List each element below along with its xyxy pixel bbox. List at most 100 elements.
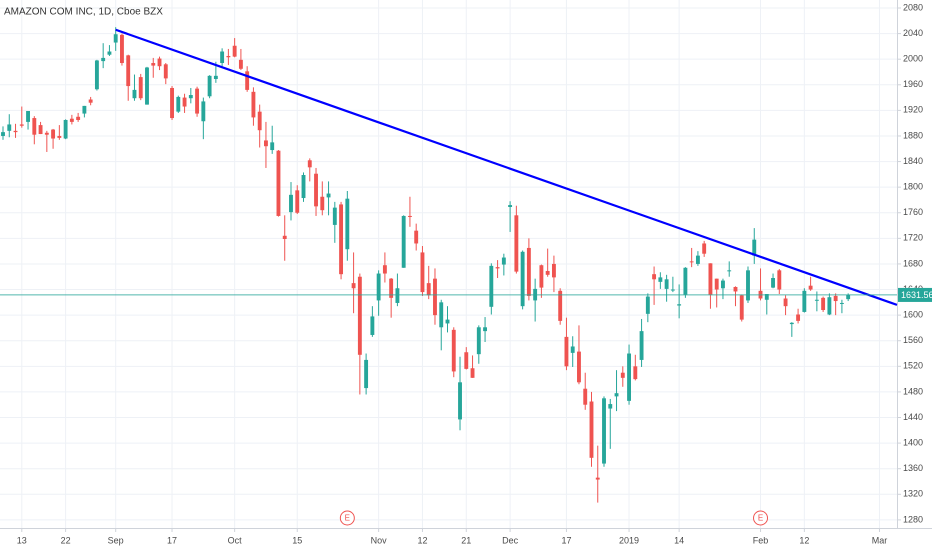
x-tick-label: 2019 [619, 535, 639, 545]
candle-body [539, 265, 544, 288]
candle-body [63, 119, 68, 139]
x-tick-label: Sep [108, 535, 124, 545]
y-tick-label: 1480 [903, 386, 923, 396]
candle-body [132, 89, 137, 99]
x-tick-label: Nov [371, 535, 388, 545]
candle-body [764, 294, 769, 300]
candle-body [307, 160, 312, 168]
x-tick-label: 17 [561, 535, 571, 545]
candle-body [220, 51, 225, 64]
y-tick-label: 1440 [903, 412, 923, 422]
candle-body [614, 393, 619, 397]
candle-body [451, 329, 456, 372]
candle-body [639, 331, 644, 360]
y-tick-label: 1600 [903, 310, 923, 320]
candle-body [170, 87, 174, 119]
y-tick-label: 1840 [903, 156, 923, 166]
candle-body [82, 105, 87, 114]
candle-body [808, 285, 813, 290]
event-marker [753, 510, 769, 526]
candle-body [627, 353, 631, 401]
candle-body [32, 118, 37, 135]
candle-body [364, 359, 369, 389]
candle-body [257, 111, 262, 131]
candle-body [564, 336, 569, 367]
y-tick-label: 1360 [903, 463, 923, 473]
candle-body [771, 278, 775, 288]
candle-body [414, 230, 419, 244]
candle-body [389, 278, 394, 298]
candle-body [213, 75, 218, 80]
candle-body [51, 129, 56, 139]
chart-title: AMAZON COM INC, 1D, Cboe BZX [4, 7, 163, 18]
candle-body [721, 280, 725, 289]
candle-body [7, 124, 12, 131]
candle-body [282, 235, 287, 239]
candle-body [433, 278, 437, 316]
x-tick-label: 17 [167, 535, 177, 545]
candle-body [270, 142, 275, 151]
candle-body [232, 45, 237, 57]
x-tick-label: Mar [872, 535, 888, 545]
candle-body [113, 34, 118, 43]
y-tick-label: 1680 [903, 258, 923, 268]
candle-body [138, 77, 143, 99]
candle-body [339, 204, 344, 275]
y-tick-label: 1280 [903, 514, 923, 524]
x-tick-label: 12 [799, 535, 809, 545]
candle-body [664, 279, 669, 289]
y-tick-label: 1960 [903, 79, 923, 89]
y-tick-label: 2080 [903, 2, 923, 12]
candle-body [833, 295, 838, 302]
candle-body [495, 267, 500, 269]
candle-body [176, 96, 181, 112]
candle-body [595, 477, 600, 480]
candle-body [226, 55, 231, 58]
x-tick-label: Feb [753, 535, 769, 545]
candle-body [120, 34, 124, 64]
candle-body [314, 173, 318, 207]
candle-body [401, 215, 406, 268]
x-tick-label: 21 [461, 535, 471, 545]
y-tick-label: 2040 [903, 28, 923, 38]
candle-body [201, 101, 206, 122]
candle-body [126, 55, 131, 87]
candle-body [483, 327, 488, 332]
candle-body [207, 75, 212, 97]
y-tick-label: 1560 [903, 335, 923, 345]
y-tick-label: 1720 [903, 233, 923, 243]
candle-body [326, 193, 331, 198]
candle-body [38, 125, 43, 135]
last-price-label: 1631.56 [901, 290, 932, 300]
marks [1, 27, 851, 503]
candle-body [320, 196, 325, 211]
y-tick-label: 1320 [903, 489, 923, 499]
candle-body [608, 404, 613, 409]
candle-body [520, 251, 525, 307]
candle-body [589, 401, 594, 458]
candle-body [545, 270, 550, 275]
candle-body [733, 286, 738, 292]
candle-body [195, 88, 200, 114]
candle-body [839, 302, 844, 304]
candle-body [88, 99, 93, 103]
candle-body [395, 288, 400, 303]
x-tick-label: 13 [17, 535, 27, 545]
candle-body [489, 265, 494, 307]
candle-body [508, 205, 513, 207]
candle-body [551, 263, 556, 278]
candle-body [689, 261, 694, 263]
candle-body [19, 124, 24, 126]
event-label: E [758, 514, 763, 523]
candle-body [577, 351, 581, 383]
y-tick-label: 2000 [903, 54, 923, 64]
candle-body [44, 132, 49, 135]
candle-body [464, 352, 469, 369]
candle-body [827, 297, 832, 315]
candle-body [670, 289, 675, 291]
x-tick-label: Oct [228, 535, 243, 545]
candle-body [783, 298, 788, 307]
candle-body [821, 297, 826, 311]
event-marker [339, 510, 355, 526]
